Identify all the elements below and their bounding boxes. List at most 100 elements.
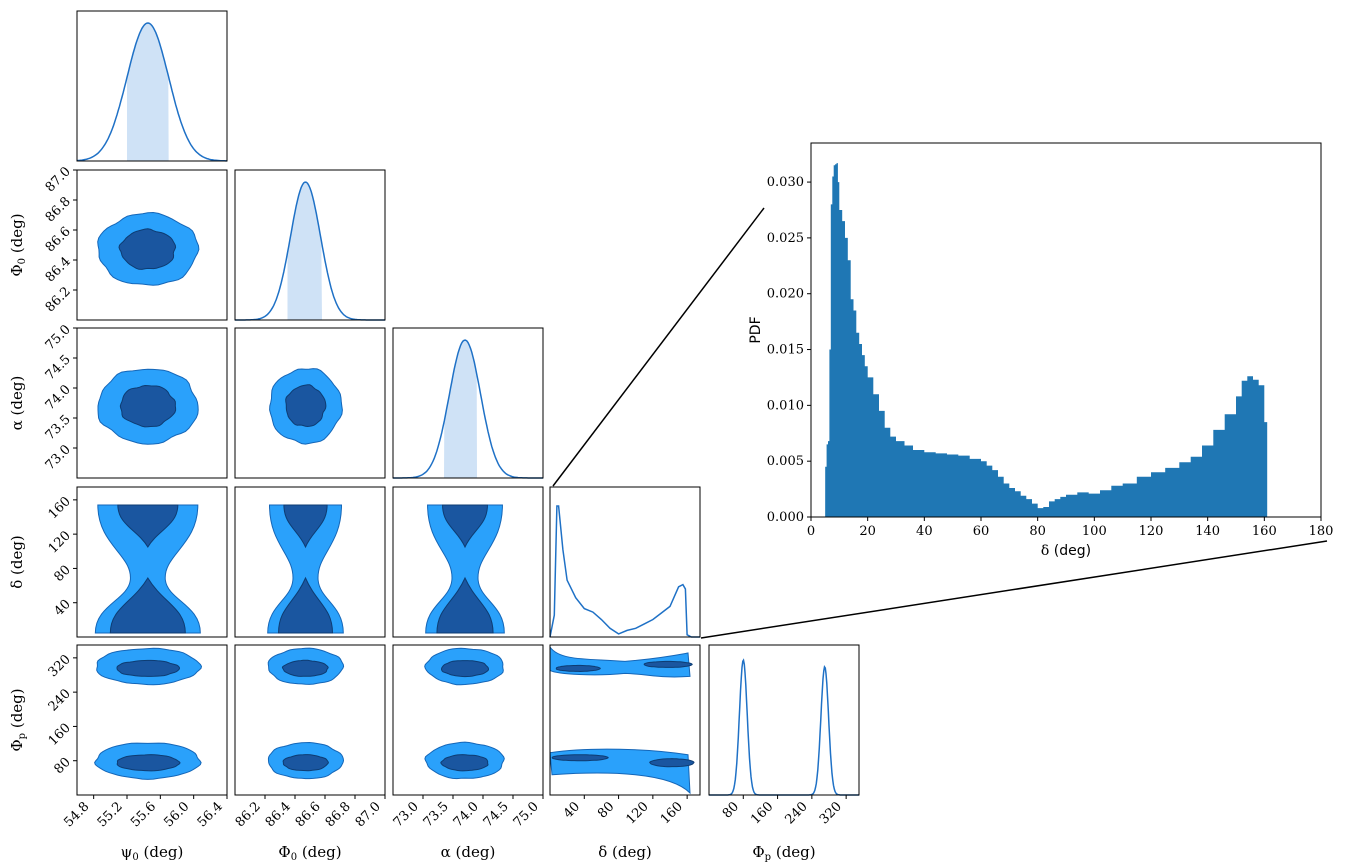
y-tick-label: 75.0	[43, 322, 74, 353]
panel-frame	[76, 644, 228, 796]
x-tick-label: 100	[1082, 524, 1107, 539]
y-tick-label: 0.020	[767, 287, 804, 302]
x-axis-subscript: 0	[132, 852, 138, 863]
panel-frame	[234, 327, 386, 479]
contour-inner	[440, 660, 490, 678]
contour-inner-bottom	[436, 576, 494, 634]
contour-psi0-Phi0	[97, 211, 200, 286]
y-axis-label: δ (deg)	[8, 535, 26, 589]
y-tick-label: 240	[46, 686, 74, 714]
y-tick-label: 0.015	[767, 343, 804, 358]
x-axis-subscript: p	[765, 852, 771, 863]
y-tick-label: 0.005	[767, 454, 804, 469]
x-axis-unit: (deg)	[139, 843, 184, 861]
x-tick-label: 20	[859, 524, 876, 539]
marginal-psi0	[76, 22, 227, 162]
x-axis-symbol: Φ	[278, 843, 290, 861]
y-tick-label: 73.0	[43, 442, 74, 473]
contour-inner	[116, 659, 181, 677]
contour-inner	[555, 664, 601, 673]
panel-frame	[76, 486, 228, 638]
contour-psi0-alpha	[97, 368, 199, 445]
marginal-alpha	[393, 339, 543, 479]
y-axis-subscript: 0	[17, 258, 28, 264]
x-tick-label: 86.8	[323, 799, 354, 830]
y-tick-label: 86.8	[43, 194, 74, 225]
contour-alpha-Phip	[424, 647, 505, 780]
y-tick-label: 74.0	[43, 382, 74, 413]
y-axis-label: Φ0 (deg)	[8, 213, 28, 276]
panel-frame	[392, 327, 544, 479]
y-tick-label: 0.030	[767, 175, 804, 190]
y-tick-label: 74.5	[43, 352, 74, 383]
zoom-x-axis-label: δ (deg)	[1041, 543, 1091, 559]
x-axis-unit: (deg)	[297, 843, 342, 861]
x-axis-label: δ (deg)	[598, 843, 652, 861]
x-tick-label: 55.2	[95, 799, 126, 830]
x-tick-label: 180	[1309, 524, 1334, 539]
contour-inner	[281, 659, 329, 677]
panel-frame	[76, 327, 228, 479]
contour-Phi0-delta	[267, 504, 344, 634]
contour-outer	[267, 504, 344, 634]
y-tick-label: 86.4	[43, 254, 74, 285]
credible-interval-band	[444, 340, 477, 478]
x-tick-label: 40	[561, 799, 583, 821]
y-tick-label: 40	[52, 597, 74, 619]
x-tick-label: 54.8	[61, 799, 92, 830]
marginal-delta-curve	[549, 505, 700, 638]
panel-frame	[549, 644, 701, 796]
y-tick-label: 80	[52, 755, 74, 777]
x-tick-label: 73.0	[391, 799, 422, 830]
pdf-area	[825, 163, 1268, 517]
contour-inner	[551, 754, 609, 762]
contour-psi0-delta	[94, 504, 201, 634]
contour-inner	[643, 660, 693, 668]
zoom-panel-frame	[810, 142, 1322, 518]
x-tick-label: 60	[973, 524, 990, 539]
x-axis-label: ψ0 (deg)	[121, 843, 184, 863]
x-tick-label: 74.5	[481, 799, 512, 830]
zoom-y-axis-label: PDF	[748, 316, 764, 343]
x-tick-label: 120	[624, 799, 652, 827]
y-axis-unit: (deg)	[8, 688, 26, 733]
y-tick-label: 73.5	[43, 412, 74, 443]
y-axis-unit: (deg)	[8, 535, 26, 580]
x-tick-label: 75.0	[511, 799, 542, 830]
y-tick-label: 0.010	[767, 398, 804, 413]
y-tick-label: 0.000	[767, 510, 804, 525]
contour-inner-top	[117, 504, 179, 548]
x-axis-unit: (deg)	[451, 843, 496, 861]
contour-outer	[94, 504, 201, 634]
contour-inner	[282, 754, 329, 772]
y-axis-symbol: Φ	[8, 264, 26, 276]
x-tick-label: 0	[807, 524, 815, 539]
panel-frame	[708, 644, 860, 796]
y-axis-label: α (deg)	[8, 376, 26, 431]
x-tick-label: 73.5	[421, 799, 452, 830]
x-axis-symbol: α	[441, 843, 451, 861]
contour-inner-top	[283, 504, 328, 549]
y-tick-label: 0.025	[767, 231, 804, 246]
x-tick-label: 320	[817, 799, 845, 827]
y-tick-label: 120	[46, 528, 74, 556]
y-axis-unit: (deg)	[8, 376, 26, 421]
x-axis-label: Φ0 (deg)	[278, 843, 341, 863]
x-tick-label: 86.2	[233, 799, 264, 830]
x-tick-label: 120	[1139, 524, 1164, 539]
credible-interval-band	[287, 182, 322, 320]
contour-delta-Phip	[549, 645, 695, 795]
x-tick-label: 86.4	[263, 799, 294, 830]
x-tick-label: 55.6	[128, 799, 159, 830]
contour-Phi0-alpha	[269, 368, 343, 445]
x-axis-subscript: 0	[291, 852, 297, 863]
y-tick-label: 86.6	[43, 224, 74, 255]
panel-frame	[234, 644, 386, 796]
zoom-connector-line	[700, 540, 1328, 639]
y-axis-symbol: Φ	[8, 739, 26, 751]
x-axis-unit: (deg)	[771, 843, 816, 861]
x-tick-label: 160	[748, 799, 776, 827]
x-tick-label: 56.0	[161, 799, 192, 830]
x-tick-label: 80	[720, 799, 742, 821]
